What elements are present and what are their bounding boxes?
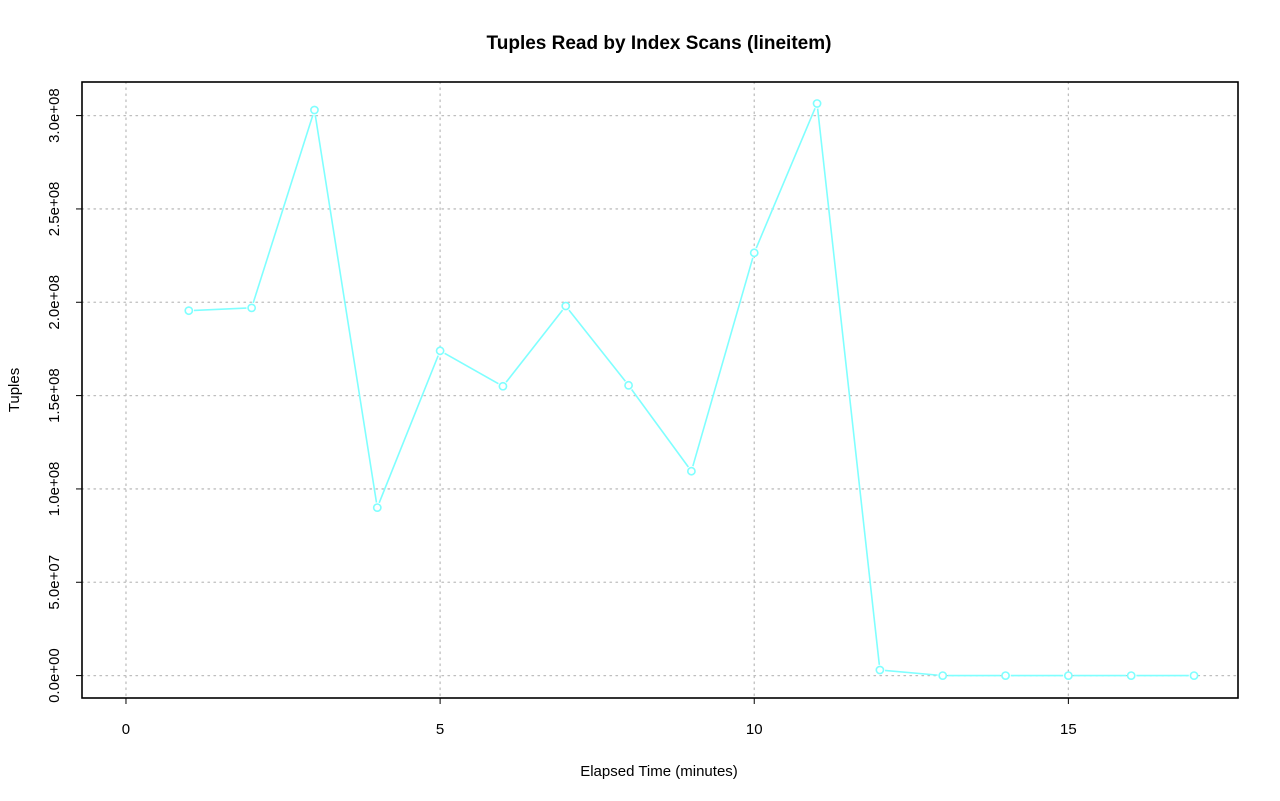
data-point [875,665,885,675]
data-point [310,105,319,115]
plot-area-frame [81,81,1239,699]
data-point [1126,671,1136,680]
x-tick-label: 10 [746,721,763,738]
y-axis-label: Tuples [6,368,23,412]
series-line-segment [631,389,689,468]
series-layer [184,99,1199,680]
y-tick-label: 2.0e+08 [46,275,63,330]
series-line-segment [252,114,314,304]
series-line-segment [568,309,626,382]
x-tick-label: 15 [1060,721,1077,738]
y-tick-label: 0.0e+00 [46,648,63,703]
series-line-segment [692,257,754,467]
data-point [624,380,633,390]
data-point [1189,671,1199,680]
x-axis-label: Elapsed Time (minutes) [580,763,738,780]
series-line-segment [193,307,247,312]
x-tick-label: 5 [436,721,444,738]
chart-title: Tuples Read by Index Scans (lineitem) [487,33,832,54]
y-tick-label: 2.5e+08 [46,182,63,237]
series-line-segment [755,107,816,249]
series-line-segment [378,355,439,504]
y-tick-label: 3.0e+08 [46,88,63,143]
y-tick-label: 1.0e+08 [46,462,63,517]
series-line-segment [314,115,378,503]
data-point [247,303,257,313]
series-line-segment [505,309,564,383]
series-line-segment [884,669,938,676]
series-0 [184,99,1199,680]
data-point [1063,671,1073,680]
y-tick-label: 5.0e+07 [46,555,63,610]
data-point [561,301,571,311]
data-point [812,99,822,108]
data-point [184,306,194,316]
data-point [435,346,445,356]
y-tick-label: 1.5e+08 [46,368,63,423]
series-line-segment [444,352,499,385]
data-point [687,466,696,476]
data-point [749,248,759,258]
grid [81,81,1239,699]
x-tick-label: 0 [122,721,130,738]
x-axis: 0 5 10 15 [122,698,1077,738]
data-point [938,671,948,680]
data-point [498,381,508,391]
data-point [372,503,382,512]
series-line-segment [816,108,881,665]
data-point [1001,671,1010,680]
y-axis: 0.0e+00 5.0e+07 1.0e+08 1.5e+08 2.0e+08 2.5e+… [46,88,82,703]
